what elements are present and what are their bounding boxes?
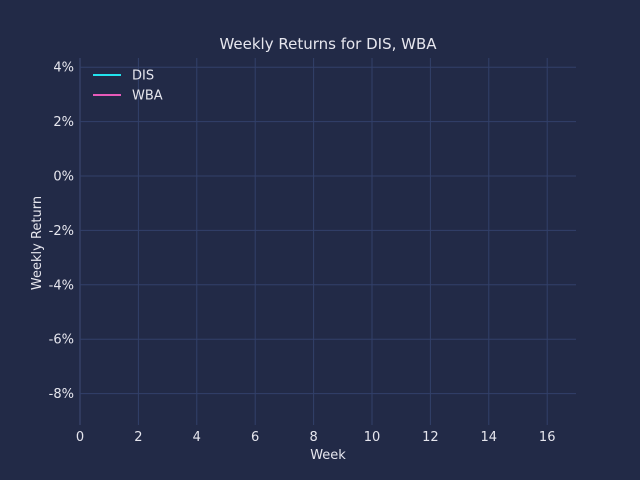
x-tick-label: 4 <box>193 430 201 445</box>
x-tick-label: 8 <box>309 430 317 445</box>
legend-label-wba: WBA <box>132 89 163 104</box>
chart-title: Weekly Returns for DIS, WBA <box>219 35 437 53</box>
y-tick-label: 4% <box>53 61 74 76</box>
y-axis-label: Weekly Return <box>30 196 45 290</box>
x-tick-label: 16 <box>539 430 556 445</box>
y-tick-label: 2% <box>53 115 74 130</box>
x-tick-label: 14 <box>481 430 498 445</box>
x-tick-label: 10 <box>364 430 381 445</box>
y-tick-label: -8% <box>49 387 74 402</box>
y-tick-label: -6% <box>49 333 74 348</box>
legend-label-dis: DIS <box>132 69 154 84</box>
y-tick-label: -4% <box>49 278 74 293</box>
y-tick-label: 0% <box>53 170 74 185</box>
x-tick-label: 6 <box>251 430 259 445</box>
x-axis-ticks: 0 2 4 6 8 10 12 14 16 <box>76 430 556 445</box>
x-tick-label: 0 <box>76 430 84 445</box>
y-tick-label: -2% <box>49 224 74 239</box>
y-axis-ticks: 4% 2% 0% -2% -4% -6% -8% <box>49 61 74 402</box>
x-axis-label: Week <box>310 448 346 463</box>
grid-lines <box>79 58 576 425</box>
legend: DIS WBA <box>93 69 163 104</box>
x-tick-label: 2 <box>134 430 142 445</box>
x-tick-label: 12 <box>422 430 439 445</box>
